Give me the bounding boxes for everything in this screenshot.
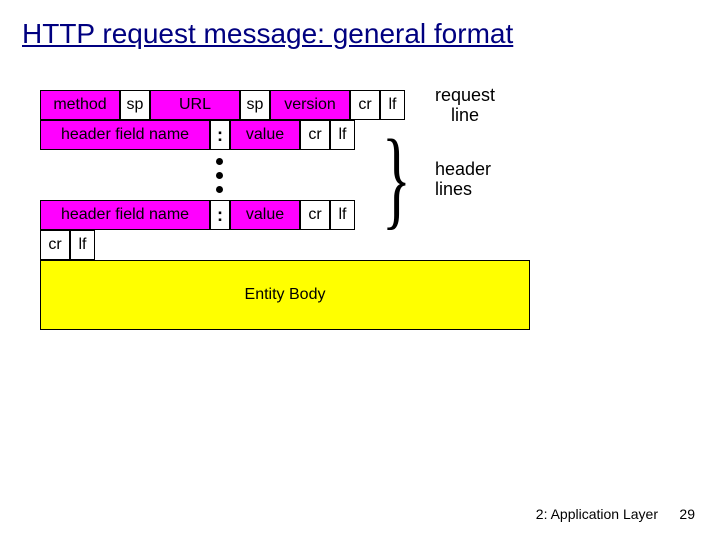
colon-box-1: : bbox=[210, 120, 230, 150]
method-box: method bbox=[40, 90, 120, 120]
header-value-box-2: value bbox=[230, 200, 300, 230]
cr-box-1: cr bbox=[350, 90, 380, 120]
lf-box-1: lf bbox=[380, 90, 405, 120]
cr-box-2: cr bbox=[300, 120, 330, 150]
header-name-box-2: header field name bbox=[40, 200, 210, 230]
sp-box-2: sp bbox=[240, 90, 270, 120]
header-value-box-1: value bbox=[230, 120, 300, 150]
version-box: version bbox=[270, 90, 350, 120]
page-title: HTTP request message: general format bbox=[22, 18, 513, 50]
request-line-label: request line bbox=[435, 86, 495, 126]
url-box: URL bbox=[150, 90, 240, 120]
chapter-label: 2: Application Layer bbox=[536, 506, 658, 522]
cr-box-3: cr bbox=[300, 200, 330, 230]
lf-box-blank: lf bbox=[70, 230, 95, 260]
entity-body-box: Entity Body bbox=[40, 260, 530, 330]
sp-box-1: sp bbox=[120, 90, 150, 120]
ellipsis-dot bbox=[216, 172, 223, 179]
page-number: 29 bbox=[679, 506, 695, 522]
lf-box-3: lf bbox=[330, 200, 355, 230]
cr-box-blank: cr bbox=[40, 230, 70, 260]
header-name-box-1: header field name bbox=[40, 120, 210, 150]
lf-box-2: lf bbox=[330, 120, 355, 150]
header-lines-label: header lines bbox=[435, 160, 491, 200]
ellipsis-dot bbox=[216, 186, 223, 193]
colon-box-2: : bbox=[210, 200, 230, 230]
ellipsis-dot bbox=[216, 158, 223, 165]
